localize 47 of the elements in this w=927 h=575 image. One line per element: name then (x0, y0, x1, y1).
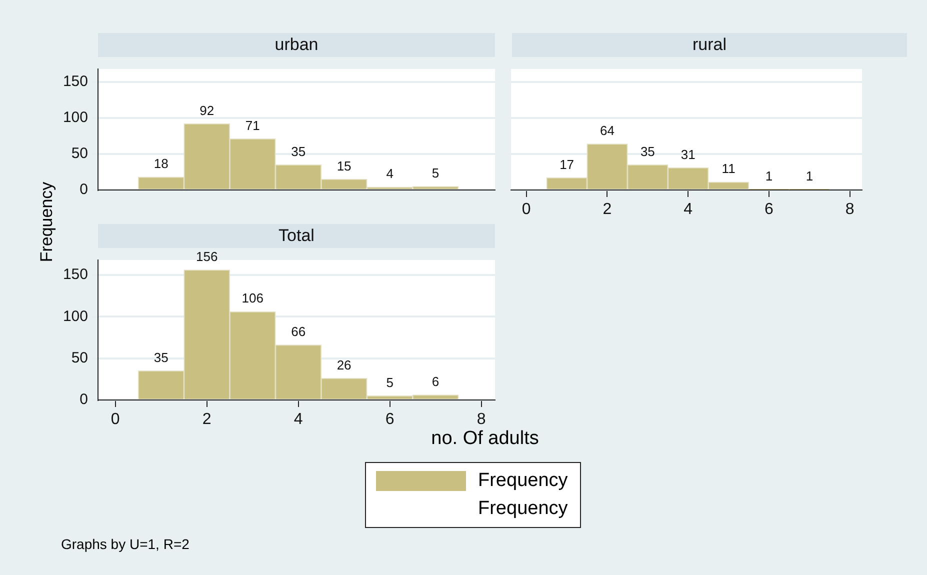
y-tick-label: 0 (80, 391, 88, 408)
data-label: 156 (196, 249, 218, 264)
y-tick-label: 50 (71, 349, 88, 366)
x-tick-label: 6 (764, 201, 774, 218)
data-label: 4 (386, 166, 394, 182)
chart-title: rural (512, 33, 907, 57)
data-label: 1 (806, 168, 814, 184)
x-tick-label: 4 (294, 411, 303, 428)
y-tick-label: 150 (62, 73, 88, 90)
chart-title: urban (98, 33, 495, 57)
data-label: 31 (680, 146, 696, 162)
x-tick-label: 2 (602, 201, 612, 218)
data-label: 71 (245, 118, 260, 133)
x-axis-title: no. Of adults (430, 428, 540, 450)
text: Graphs by U=1, R=2 (61, 536, 190, 552)
x-tick-label: 2 (202, 411, 212, 428)
data-label: 64 (600, 122, 614, 138)
data-label: 106 (242, 290, 264, 306)
legend-label: Frequency (478, 470, 568, 492)
x-tick-label: 6 (385, 411, 394, 428)
x-tick-label: 0 (110, 411, 120, 428)
data-label: 66 (291, 324, 306, 340)
data-label: 26 (336, 357, 352, 372)
y-tick-label: 150 (62, 266, 88, 284)
data-label: 15 (336, 158, 352, 174)
text: Frequency (478, 498, 568, 520)
y-axis-title: Frequency (37, 180, 57, 264)
y-tick-label: 100 (62, 109, 88, 126)
x-tick-label: 8 (476, 411, 486, 428)
data-label: 17 (560, 156, 574, 172)
data-label: 5 (386, 374, 394, 390)
y-tick-label: 50 (71, 145, 88, 162)
x-tick-label: 8 (845, 201, 854, 218)
data-label: 35 (291, 144, 306, 159)
data-label: 18 (154, 156, 168, 172)
data-label: 6 (432, 374, 440, 390)
y-tick-label: 0 (80, 181, 88, 198)
data-label: 92 (200, 102, 214, 118)
data-label: 11 (722, 161, 736, 176)
data-label: 35 (640, 144, 655, 159)
y-tick-label: 100 (62, 308, 88, 325)
data-label: 35 (154, 350, 168, 365)
x-tick-label: 0 (522, 201, 531, 218)
x-tick-label: 4 (684, 201, 693, 218)
data-label: 5 (432, 165, 440, 180)
data-label: 1 (765, 168, 773, 184)
chart-title: Total (98, 224, 495, 248)
